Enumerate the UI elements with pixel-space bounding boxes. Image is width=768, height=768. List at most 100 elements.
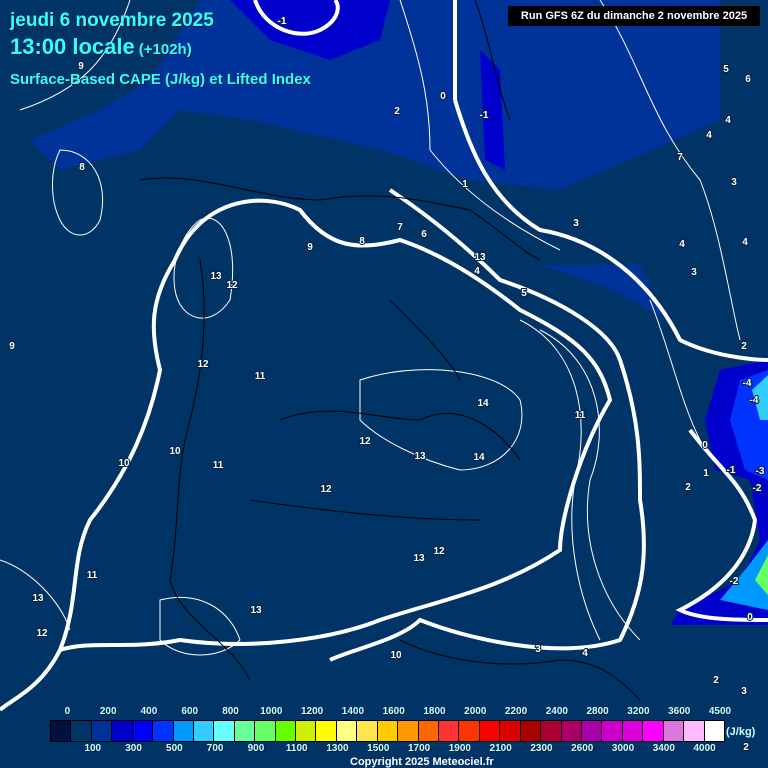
colorbar-swatch xyxy=(275,721,297,741)
colorbar-label-top: 600 xyxy=(181,706,199,717)
lifted-index-label: 13 xyxy=(250,605,262,616)
colorbar-swatch xyxy=(602,721,623,741)
colorbar-swatch xyxy=(439,721,460,741)
lifted-index-label: 0 xyxy=(747,612,753,623)
colorbar-label-bottom: 1300 xyxy=(326,743,349,754)
lifted-index-label: 2 xyxy=(394,106,400,117)
lifted-index-label: -3 xyxy=(756,466,765,477)
lifted-index-label: 3 xyxy=(535,644,541,655)
lifted-index-label: 10 xyxy=(118,458,130,469)
lifted-index-label: 13 xyxy=(474,252,486,263)
colorbar-label-top: 2400 xyxy=(545,706,568,717)
colorbar-label-top: 0 xyxy=(64,706,71,717)
parameter-title: Surface-Based CAPE (J/kg) et Lifted Inde… xyxy=(10,71,311,88)
colorbar-swatch xyxy=(296,721,317,741)
lifted-index-label: -4 xyxy=(743,378,752,389)
colorbar-label-bottom: 1700 xyxy=(407,743,431,754)
colorbar-label-top: 800 xyxy=(222,706,239,717)
lifted-index-label: 6 xyxy=(745,74,751,85)
colorbar-label-bottom: 4000 xyxy=(693,743,716,754)
colorbar-label-bottom: 900 xyxy=(247,743,265,754)
lifted-index-label: -2 xyxy=(753,483,762,494)
colorbar-label-bottom: 2300 xyxy=(530,743,553,754)
colorbar-label-top: 1200 xyxy=(300,706,324,717)
forecast-lead: (+102h) xyxy=(138,41,192,58)
colorbar-label-top: 400 xyxy=(140,706,158,717)
colorbar-label-bottom: 500 xyxy=(166,743,183,754)
lifted-index-label: 6 xyxy=(421,229,427,240)
colorbar-swatch xyxy=(500,721,521,741)
lifted-index-label: 12 xyxy=(433,546,445,557)
colorbar-swatch xyxy=(255,721,276,741)
lifted-index-labels: -10-112989768913121211134534344456732-4-… xyxy=(8,15,766,754)
colorbar-swatch xyxy=(132,721,154,741)
lifted-index-label: 9 xyxy=(9,341,15,352)
colorbar-swatch xyxy=(112,721,133,741)
colorbar-swatch xyxy=(418,721,440,741)
cape-region-coast xyxy=(720,540,768,610)
cape-region-100-200 xyxy=(30,0,720,190)
lifted-index-label: 4 xyxy=(582,648,588,659)
lifted-index-label: -1 xyxy=(480,110,489,121)
lifted-index-label: 11 xyxy=(575,410,586,421)
colorbar-label-bottom: 1900 xyxy=(448,743,471,754)
colorbar-swatch xyxy=(377,721,399,741)
lifted-index-contours xyxy=(0,0,768,712)
cape-region-coast xyxy=(752,375,768,420)
cape-region-200-300 xyxy=(230,0,390,60)
lifted-index-label: 9 xyxy=(307,242,313,253)
colorbar-label-bottom: 100 xyxy=(84,743,102,754)
colorbar-swatch xyxy=(581,721,603,741)
colorbar-label-top: 2000 xyxy=(464,706,487,717)
colorbar-swatch xyxy=(643,721,664,741)
lifted-index-label: 0 xyxy=(702,440,708,451)
colorbar-swatch xyxy=(51,721,72,741)
colorbar-swatch xyxy=(561,721,582,741)
colorbar-label-bottom: 700 xyxy=(206,743,224,754)
lifted-index-label: 5 xyxy=(521,288,527,299)
colorbar-swatch xyxy=(173,721,194,741)
lifted-index-label: 11 xyxy=(255,371,266,382)
lifted-index-label: 4 xyxy=(725,115,731,126)
lifted-index-label: 5 xyxy=(723,64,729,75)
lifted-index-label: 4 xyxy=(742,237,748,248)
colorbar-swatch xyxy=(91,721,113,741)
lifted-index-label: 11 xyxy=(213,460,224,471)
lifted-index-label: 2 xyxy=(713,675,719,686)
lifted-index-label: -1 xyxy=(727,465,736,476)
colorbar xyxy=(50,720,725,742)
colorbar-swatch xyxy=(357,721,378,741)
cape-fill-regions xyxy=(30,0,768,625)
colorbar-label-top: 200 xyxy=(99,706,117,717)
lifted-index-label: 13 xyxy=(413,553,425,564)
lifted-index-label: 12 xyxy=(197,359,209,370)
colorbar-swatch xyxy=(193,721,215,741)
lifted-index-label: -1 xyxy=(278,16,287,27)
lifted-index-label: 3 xyxy=(573,218,579,229)
colorbar-swatch xyxy=(459,721,480,741)
colorbar-label-top: 1800 xyxy=(423,706,446,717)
colorbar-label-top: 1600 xyxy=(382,706,405,717)
lifted-index-label: -4 xyxy=(750,395,759,406)
lifted-index-label: 10 xyxy=(169,446,181,457)
colorbar-label-top: 3600 xyxy=(668,706,691,717)
colorbar-swatch xyxy=(71,721,92,741)
lifted-index-label: 1 xyxy=(462,179,468,190)
colorbar-swatch xyxy=(520,721,542,741)
lifted-index-label: 0 xyxy=(440,91,446,102)
lifted-index-label: 13 xyxy=(414,451,426,462)
lifted-index-label: 2 xyxy=(685,482,691,493)
colorbar-swatch xyxy=(214,721,235,741)
colorbar-label-bottom: 3400 xyxy=(652,743,675,754)
cape-region-200-300 xyxy=(480,50,505,170)
lifted-index-label: 4 xyxy=(679,239,685,250)
country-borders xyxy=(139,0,641,701)
forecast-date: jeudi 6 novembre 2025 xyxy=(10,10,214,31)
colorbar-swatch xyxy=(336,721,358,741)
lifted-index-label: 3 xyxy=(691,267,697,278)
lifted-index-label: 12 xyxy=(320,484,332,495)
colorbar-swatch xyxy=(398,721,419,741)
forecast-time: 13:00 locale (+102h) xyxy=(10,34,192,62)
lifted-index-label: 7 xyxy=(397,222,403,233)
